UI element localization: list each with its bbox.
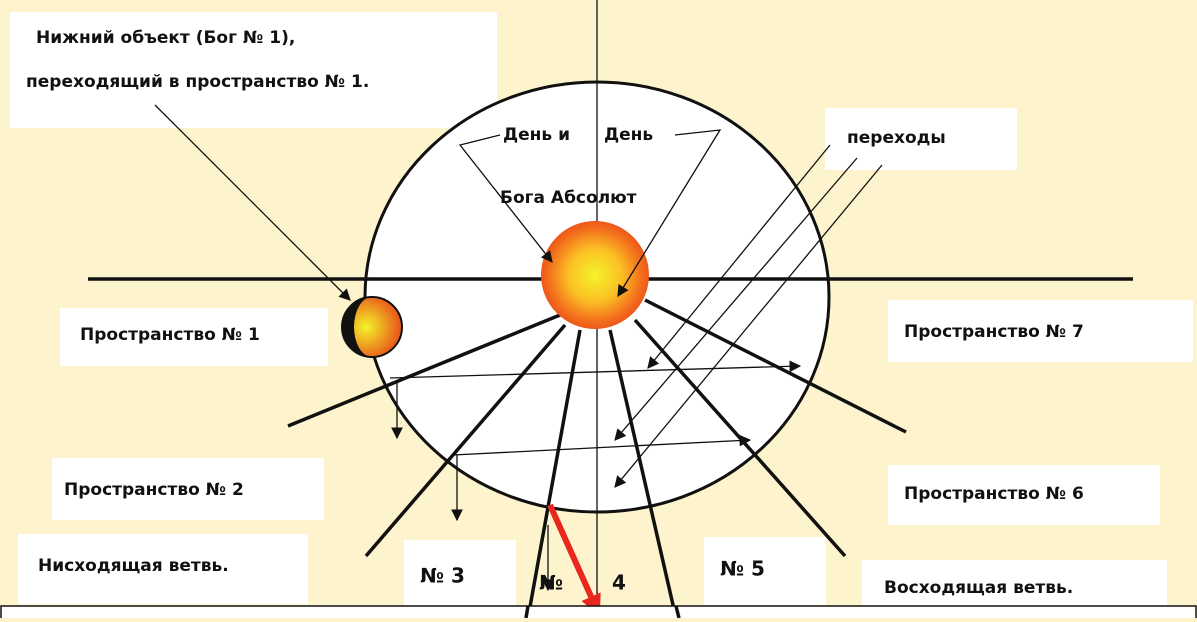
absolute-label: Бога Абсолют (500, 188, 637, 208)
transitions-label: переходы (847, 128, 946, 148)
bottom-panel (0, 605, 1197, 622)
space-label: № (539, 571, 563, 595)
space-label: Пространство № 6 (904, 484, 1084, 504)
note-line: переходящий в пространство № 1. (26, 72, 369, 92)
sun (541, 221, 649, 329)
day-label: День (604, 125, 653, 145)
space-label: Пространство № 2 (64, 480, 244, 500)
planet-shadow (342, 297, 372, 357)
arrows (154, 104, 883, 616)
ray-tail (524, 605, 530, 619)
branch-label: Восходящая ветвь. (884, 578, 1073, 598)
space-label: № 3 (420, 564, 465, 588)
branch-label: Нисходящая ветвь. (38, 556, 229, 576)
space-label: Пространство № 1 (80, 325, 260, 345)
day-label: День и (503, 125, 570, 145)
space-label: 4 (612, 571, 626, 595)
ray-tail (674, 605, 681, 619)
space-label: Пространство № 7 (904, 322, 1084, 342)
note-line: Нижний объект (Бог № 1), (36, 28, 295, 48)
space-label: № 5 (720, 557, 765, 581)
